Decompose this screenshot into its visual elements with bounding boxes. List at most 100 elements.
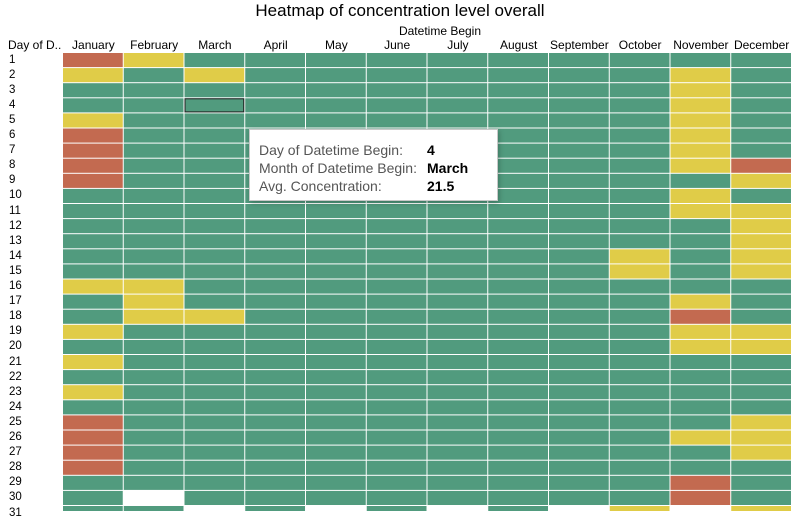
heatmap-cell-april-24[interactable] — [245, 400, 305, 415]
heatmap-cell-may-12[interactable] — [306, 219, 366, 234]
heatmap-cell-may-22[interactable] — [306, 370, 366, 385]
heatmap-cell-november-23[interactable] — [670, 385, 731, 400]
heatmap-cell-july-13[interactable] — [427, 234, 488, 249]
heatmap-cell-february-25[interactable] — [123, 415, 184, 430]
day-label-15[interactable]: 15 — [9, 264, 22, 277]
heatmap-cell-january-17[interactable] — [63, 294, 123, 309]
heatmap-cell-september-11[interactable] — [549, 204, 609, 219]
heatmap-cell-november-20[interactable] — [670, 339, 731, 354]
heatmap-cell-march-12[interactable] — [184, 219, 245, 234]
heatmap-cell-march-31[interactable] — [184, 506, 245, 511]
heatmap-cell-july-20[interactable] — [427, 339, 488, 354]
heatmap-cell-may-17[interactable] — [306, 294, 366, 309]
heatmap-cell-november-9[interactable] — [670, 173, 731, 188]
heatmap-cell-october-22[interactable] — [609, 370, 670, 385]
heatmap-cell-january-2[interactable] — [63, 68, 123, 83]
heatmap-cell-august-15[interactable] — [488, 264, 548, 279]
heatmap-cell-may-13[interactable] — [306, 234, 366, 249]
heatmap-cell-november-18[interactable] — [670, 309, 731, 324]
heatmap-cell-april-21[interactable] — [245, 355, 305, 370]
heatmap-cell-september-16[interactable] — [549, 279, 609, 294]
heatmap-cell-november-17[interactable] — [670, 294, 731, 309]
heatmap-cell-june-20[interactable] — [366, 339, 427, 354]
heatmap-cell-november-12[interactable] — [670, 219, 731, 234]
heatmap-cell-march-11[interactable] — [184, 204, 245, 219]
heatmap-cell-august-24[interactable] — [488, 400, 548, 415]
heatmap-cell-april-28[interactable] — [245, 460, 305, 475]
heatmap-cell-march-29[interactable] — [184, 475, 245, 490]
heatmap-cell-february-9[interactable] — [123, 173, 184, 188]
heatmap-cell-august-25[interactable] — [488, 415, 548, 430]
heatmap-cell-november-5[interactable] — [670, 113, 731, 128]
heatmap-cell-february-13[interactable] — [123, 234, 184, 249]
heatmap-cell-april-3[interactable] — [245, 83, 305, 98]
heatmap-cell-october-7[interactable] — [609, 143, 670, 158]
heatmap-cell-march-28[interactable] — [184, 460, 245, 475]
day-label-17[interactable]: 17 — [9, 295, 22, 308]
heatmap-cell-november-27[interactable] — [670, 445, 731, 460]
heatmap-cell-august-29[interactable] — [488, 475, 548, 490]
day-label-9[interactable]: 9 — [9, 174, 16, 187]
heatmap-cell-december-27[interactable] — [731, 445, 791, 460]
heatmap-cell-july-15[interactable] — [427, 264, 488, 279]
heatmap-cell-february-21[interactable] — [123, 355, 184, 370]
heatmap-cell-december-7[interactable] — [731, 143, 791, 158]
heatmap-cell-september-27[interactable] — [549, 445, 609, 460]
heatmap-cell-may-26[interactable] — [306, 430, 366, 445]
heatmap-cell-april-17[interactable] — [245, 294, 305, 309]
heatmap-cell-april-16[interactable] — [245, 279, 305, 294]
heatmap-cell-march-20[interactable] — [184, 339, 245, 354]
heatmap-cell-may-20[interactable] — [306, 339, 366, 354]
heatmap-cell-october-20[interactable] — [609, 339, 670, 354]
heatmap-cell-december-13[interactable] — [731, 234, 791, 249]
heatmap-cell-october-30[interactable] — [609, 490, 670, 505]
heatmap-cell-october-13[interactable] — [609, 234, 670, 249]
heatmap-cell-october-15[interactable] — [609, 264, 670, 279]
heatmap-cell-february-28[interactable] — [123, 460, 184, 475]
heatmap-cell-september-20[interactable] — [549, 339, 609, 354]
heatmap-cell-august-4[interactable] — [488, 98, 548, 113]
heatmap-cell-january-18[interactable] — [63, 309, 123, 324]
day-label-13[interactable]: 13 — [9, 234, 22, 247]
heatmap-cell-august-7[interactable] — [488, 143, 548, 158]
heatmap-cell-july-2[interactable] — [427, 68, 488, 83]
heatmap-cell-august-6[interactable] — [488, 128, 548, 143]
heatmap-cell-april-30[interactable] — [245, 490, 305, 505]
heatmap-cell-october-5[interactable] — [609, 113, 670, 128]
heatmap-cell-october-25[interactable] — [609, 415, 670, 430]
heatmap-cell-april-12[interactable] — [245, 219, 305, 234]
heatmap-cell-june-17[interactable] — [366, 294, 427, 309]
month-label-june[interactable]: June — [384, 38, 411, 52]
day-label-10[interactable]: 10 — [9, 189, 22, 202]
heatmap-cell-august-17[interactable] — [488, 294, 548, 309]
heatmap-cell-september-2[interactable] — [549, 68, 609, 83]
heatmap-cell-october-21[interactable] — [609, 355, 670, 370]
day-label-31[interactable]: 31 — [9, 506, 22, 519]
heatmap-cell-december-23[interactable] — [731, 385, 791, 400]
heatmap-cell-july-18[interactable] — [427, 309, 488, 324]
heatmap-cell-february-3[interactable] — [123, 83, 184, 98]
heatmap-cell-february-11[interactable] — [123, 204, 184, 219]
heatmap-cell-january-12[interactable] — [63, 219, 123, 234]
heatmap-cell-june-26[interactable] — [366, 430, 427, 445]
heatmap-cell-august-1[interactable] — [488, 53, 548, 68]
heatmap-cell-july-31[interactable] — [427, 506, 488, 511]
heatmap-cell-november-3[interactable] — [670, 83, 731, 98]
heatmap-cell-december-26[interactable] — [731, 430, 791, 445]
heatmap-cell-march-19[interactable] — [184, 324, 245, 339]
heatmap-cell-november-6[interactable] — [670, 128, 731, 143]
heatmap-cell-july-22[interactable] — [427, 370, 488, 385]
heatmap-cell-february-2[interactable] — [123, 68, 184, 83]
heatmap-cell-july-11[interactable] — [427, 204, 488, 219]
heatmap-cell-november-7[interactable] — [670, 143, 731, 158]
heatmap-cell-october-14[interactable] — [609, 249, 670, 264]
heatmap-cell-july-14[interactable] — [427, 249, 488, 264]
heatmap-cell-december-10[interactable] — [731, 188, 791, 203]
heatmap-cell-august-22[interactable] — [488, 370, 548, 385]
heatmap-cell-november-16[interactable] — [670, 279, 731, 294]
heatmap-cell-october-28[interactable] — [609, 460, 670, 475]
day-label-8[interactable]: 8 — [9, 159, 16, 172]
heatmap-cell-september-30[interactable] — [549, 490, 609, 505]
heatmap-cell-june-11[interactable] — [366, 204, 427, 219]
heatmap-cell-november-25[interactable] — [670, 415, 731, 430]
